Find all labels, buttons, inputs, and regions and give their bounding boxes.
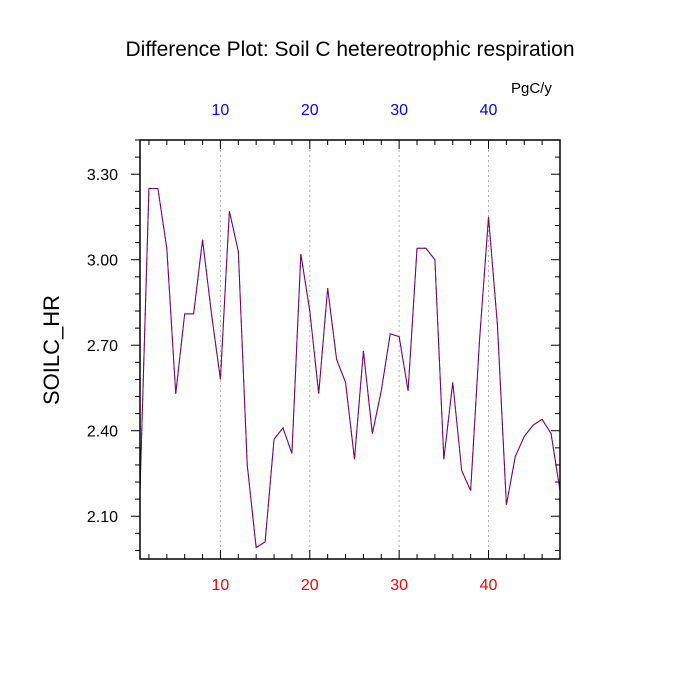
- plot-frame: [139, 139, 561, 560]
- x-tick-label-bottom: 30: [390, 577, 408, 594]
- x-tick-label-bottom: 40: [480, 577, 498, 594]
- series-line: [139, 187, 561, 549]
- x-tick-label-bottom: 10: [212, 577, 230, 594]
- chart-title: Difference Plot: Soil C hetereotrophic r…: [125, 38, 575, 61]
- x-tick-label-bottom: 20: [301, 577, 319, 594]
- x-tick-label-top: 20: [301, 102, 319, 119]
- grid-lines: [219, 140, 490, 559]
- series-lines: [139, 187, 561, 549]
- units-label: PgC/y: [511, 80, 552, 97]
- y-tick-label: 3.00: [87, 253, 118, 270]
- y-tick-label: 2.70: [87, 338, 118, 355]
- tick-labels: 10 10 20 20 30 30 40 40 2.10 2.40 2.70 3.00 3.30: [87, 102, 498, 594]
- x-tick-label-top: 10: [212, 102, 230, 119]
- y-tick-label: 2.40: [87, 424, 118, 441]
- series-line-base: [139, 187, 561, 549]
- axis-ticks: [131, 139, 561, 559]
- y-tick-label: 2.10: [87, 509, 118, 526]
- x-tick-label-top: 40: [480, 102, 498, 119]
- y-tick-label: 3.30: [87, 167, 118, 184]
- x-tick-label-top: 30: [390, 102, 408, 119]
